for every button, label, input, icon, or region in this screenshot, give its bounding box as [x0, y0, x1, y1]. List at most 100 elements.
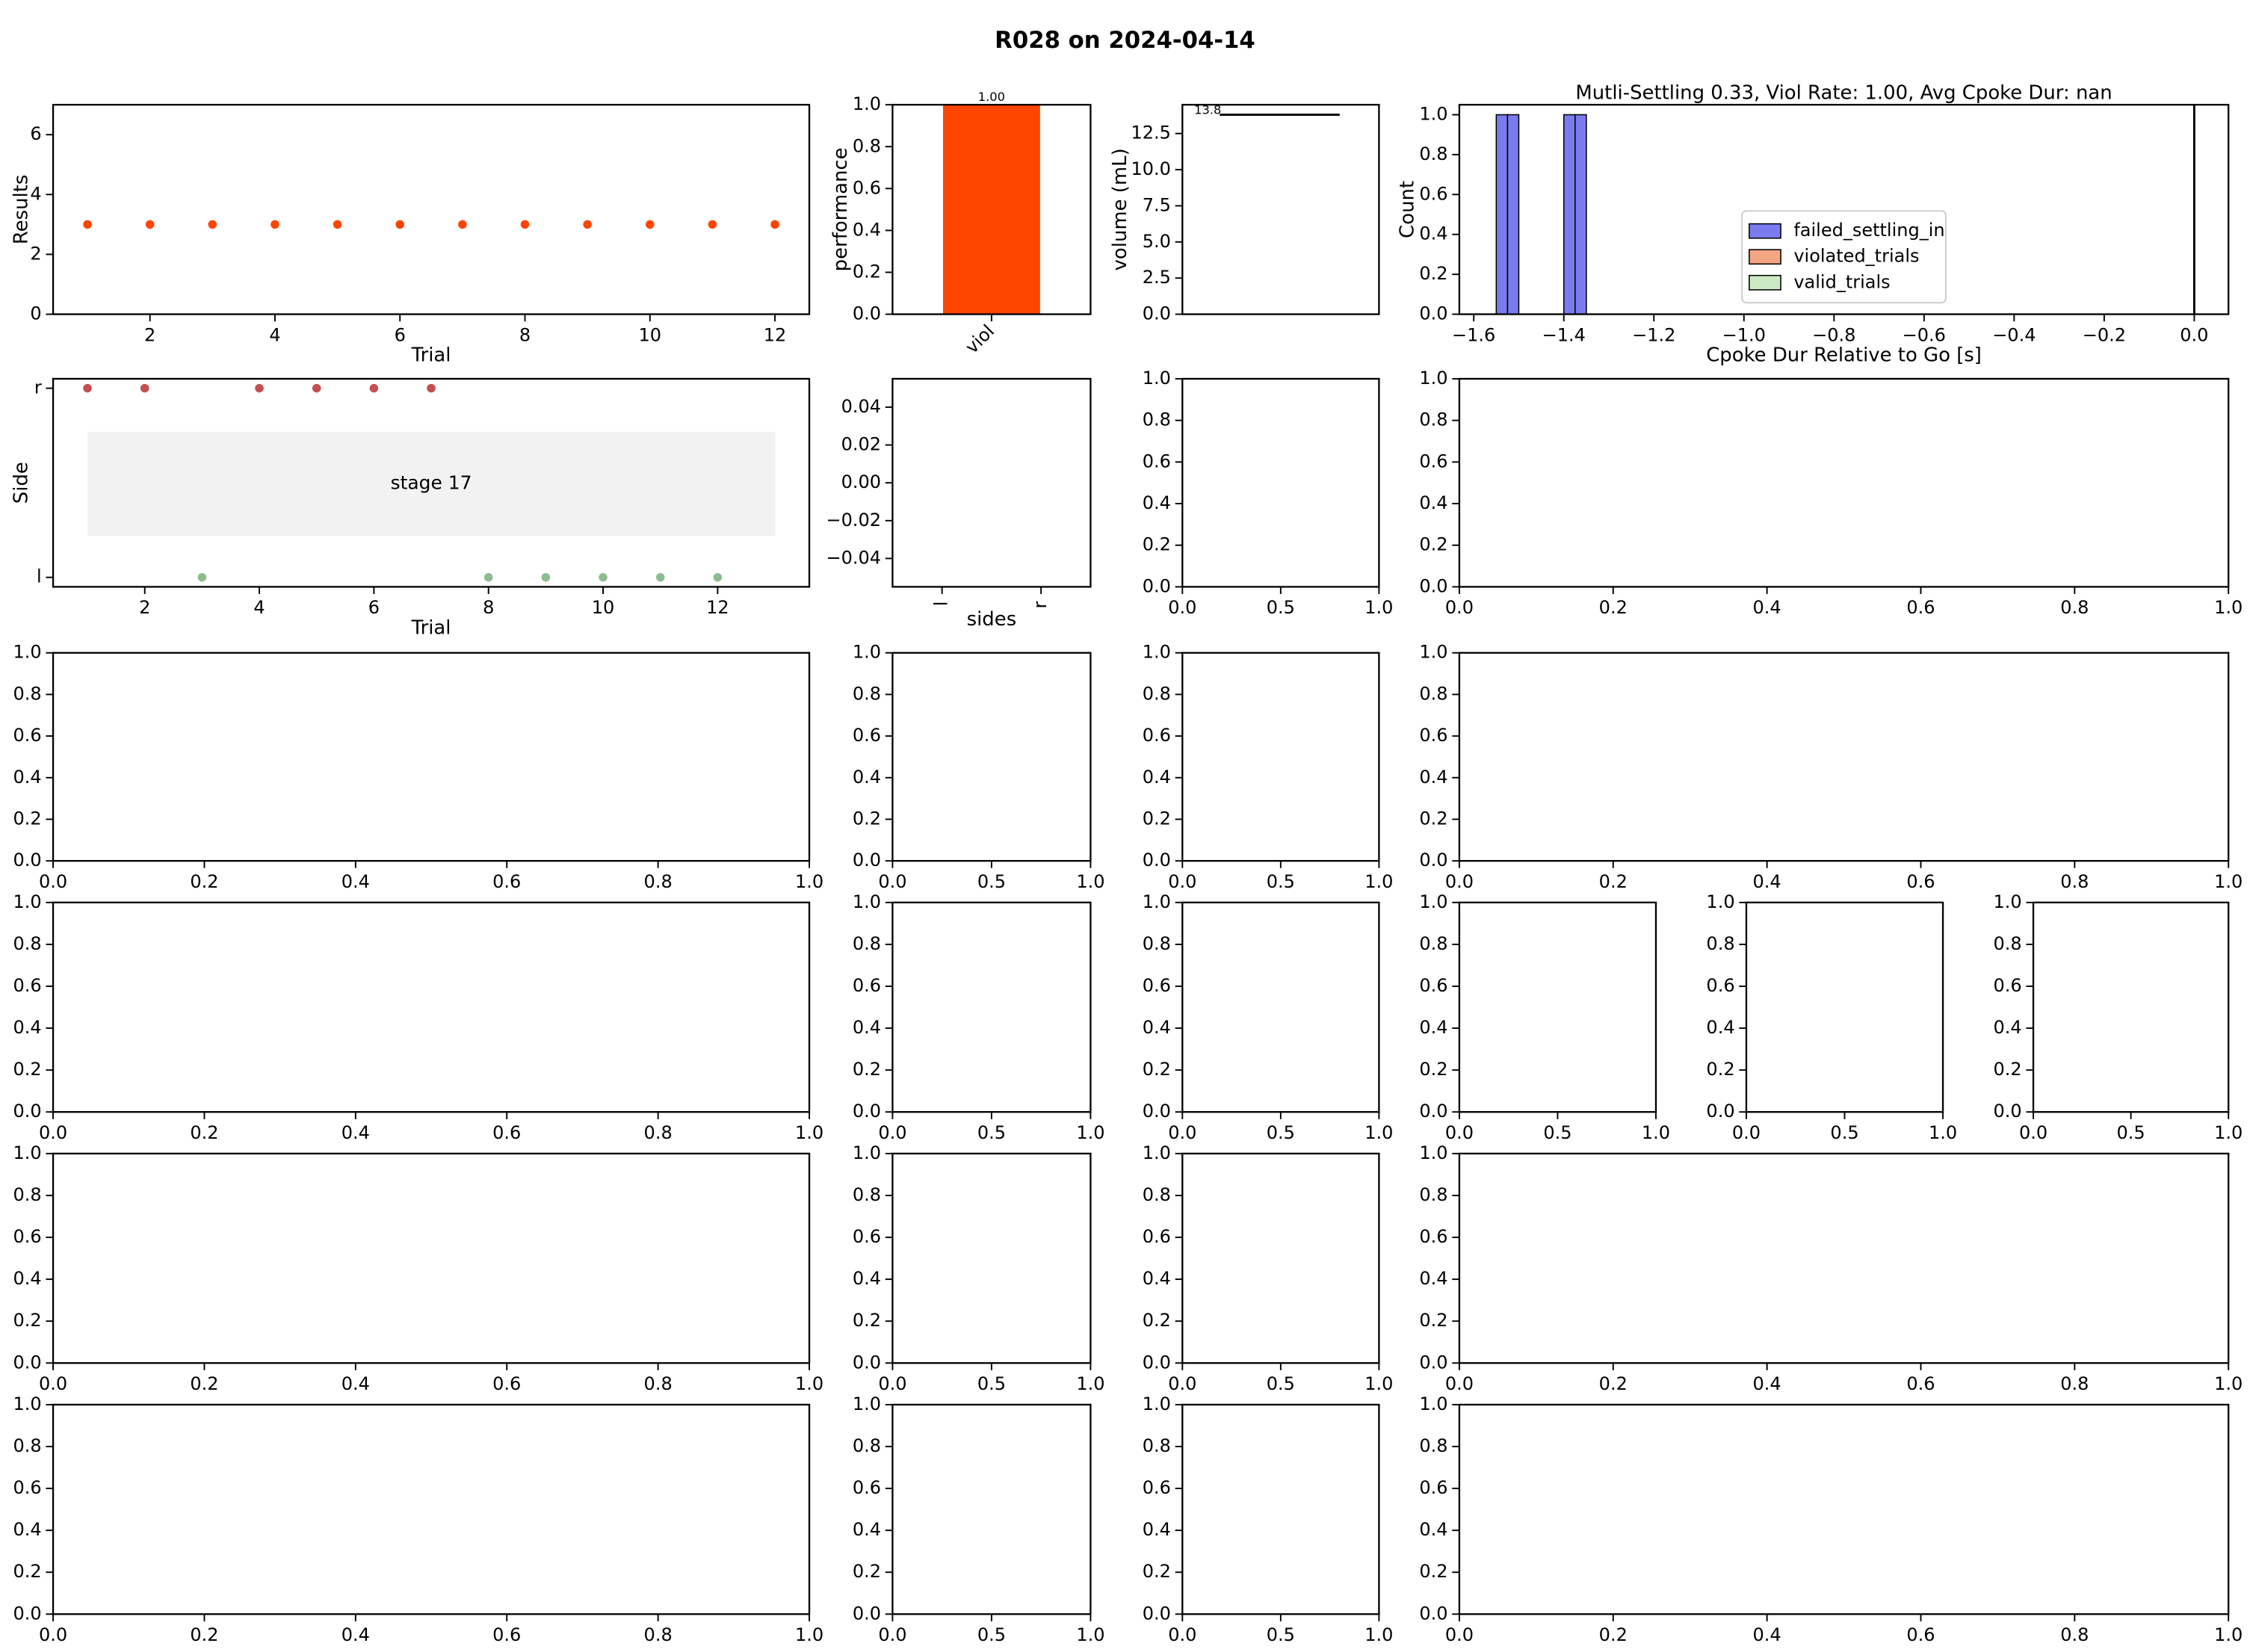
y-tick-label: 0.4 [13, 1017, 42, 1038]
x-tick-label: 0.8 [644, 1373, 673, 1394]
y-tick-label: 1.0 [1419, 1393, 1447, 1414]
y-tick-label: 0.2 [1419, 1561, 1447, 1582]
x-tick-label: 0.6 [492, 1122, 521, 1143]
x-tick-label: 0.0 [1168, 1122, 1196, 1143]
y-tick-label: 0.0 [853, 1603, 881, 1624]
y-tick-label: −0.02 [826, 510, 882, 530]
x-tick-label: 0.6 [1906, 871, 1935, 892]
x-tick-label: 6 [368, 597, 380, 618]
y-tick-label: 0.02 [841, 434, 881, 455]
point [427, 383, 436, 393]
x-tick-label: 0.8 [2060, 597, 2089, 618]
y-tick-label: 0.8 [13, 1435, 42, 1456]
y-tick-label: 0.6 [1993, 975, 2021, 996]
point [583, 220, 592, 229]
x-tick-label: 0.2 [1599, 1373, 1628, 1394]
y-tick-label: 1.0 [853, 1142, 881, 1163]
y-tick-label: 0.0 [1419, 1352, 1447, 1373]
point [770, 220, 779, 229]
y-axis-label: Count [1396, 181, 1418, 238]
y-tick-label: 0.6 [1143, 975, 1171, 996]
bar [942, 105, 1040, 315]
x-tick-label: 1.0 [1364, 1624, 1393, 1645]
y-tick-label: 1.0 [1143, 642, 1171, 663]
x-tick-label: 0.2 [190, 1122, 218, 1143]
axes-frame [1458, 1403, 2230, 1615]
axes-frame [1458, 652, 2230, 862]
y-tick-label: 1.0 [853, 93, 881, 114]
y-tick-label: 0.4 [1419, 767, 1447, 788]
x-tick-label: 4 [253, 597, 265, 618]
axes-frame [1181, 1152, 1380, 1364]
y-tick-label: 0.4 [1419, 492, 1447, 513]
x-tick-label: 0.5 [977, 1373, 1006, 1394]
x-tick-label: 1.0 [795, 871, 823, 892]
point [713, 572, 723, 582]
x-tick-label: 0.0 [878, 1122, 906, 1143]
y-tick-label: 6 [30, 123, 41, 144]
y-tick-label: 0.0 [1143, 303, 1171, 324]
y-tick-label: 0.8 [1419, 683, 1447, 704]
axes-frame [1181, 377, 1380, 588]
axes-frame [52, 1152, 811, 1364]
y-tick-label: 0.0 [1143, 1101, 1171, 1122]
y-tick-label: 0.4 [1419, 223, 1447, 244]
axes-frame [52, 104, 811, 315]
x-tick-label: 0.5 [1267, 871, 1295, 892]
x-tick-label: 0.0 [1168, 1624, 1196, 1645]
legend-swatch [1749, 274, 1781, 291]
axes-frame [1181, 901, 1380, 1113]
x-tick-label: 2 [139, 597, 150, 618]
x-tick-label: 12 [706, 597, 729, 618]
x-tick-label: 0.5 [977, 871, 1006, 892]
point [197, 572, 207, 582]
x-tick-label: −1.4 [1542, 324, 1586, 345]
y-tick-label: 0.8 [1419, 1184, 1447, 1205]
y-tick-label: 0.0 [853, 303, 881, 324]
x-tick-label: 0.6 [492, 1373, 521, 1394]
y-tick-label: 0.6 [13, 1226, 42, 1247]
y-tick-label: 0.2 [853, 808, 881, 829]
legend-box [1741, 210, 1947, 304]
y-tick-label: 0.4 [1143, 1519, 1171, 1540]
point [208, 220, 217, 229]
y-tick-label: 1.0 [1419, 1142, 1447, 1163]
x-tick-label: 0.0 [1732, 1122, 1761, 1143]
x-tick-label: 0.0 [39, 871, 67, 892]
y-tick-label: 0.0 [13, 1101, 42, 1122]
axes-frame [2032, 901, 2230, 1113]
y-tick-label: 0.2 [1143, 534, 1171, 555]
point [395, 220, 404, 229]
x-tick-label: 0.0 [1168, 1373, 1196, 1394]
point [271, 220, 279, 229]
y-tick-label: 0.6 [853, 177, 881, 198]
axes-frame [891, 1403, 1092, 1615]
x-tick-label: 0.5 [1543, 1122, 1571, 1143]
y-tick-label: 0.2 [1419, 263, 1447, 284]
point [520, 220, 530, 229]
x-tick-label: 0.8 [644, 1624, 673, 1645]
y-tick-label: 1.0 [1419, 891, 1447, 912]
y-tick-label: 0.0 [1419, 850, 1447, 870]
x-tick-label: 0.4 [1753, 597, 1781, 618]
y-tick-label: 0.0 [13, 1352, 42, 1373]
x-tick-label: 0.2 [190, 1624, 218, 1645]
x-tick-label: 0.4 [341, 871, 370, 892]
span-label: stage 17 [391, 471, 472, 493]
x-axis-label: sides [967, 608, 1017, 631]
y-axis-label: volume (mL) [1109, 148, 1131, 270]
axes-frame [891, 901, 1092, 1113]
x-tick-label: −0.2 [2083, 324, 2126, 345]
volume-label: 13.8 [1194, 102, 1221, 117]
y-tick-label: 0.0 [853, 1352, 881, 1373]
axes-frame [1458, 104, 2230, 315]
y-tick-label: 0.4 [13, 767, 42, 788]
y-tick-label: 0 [30, 303, 41, 324]
y-tick-label: −0.04 [826, 547, 882, 568]
x-tick-label: 1.0 [795, 1624, 823, 1645]
x-tick-label: 0.0 [39, 1624, 67, 1645]
y-tick-label: 0.6 [1143, 1477, 1171, 1498]
y-tick-label: r [34, 377, 42, 398]
x-tick-label: 10 [638, 324, 661, 345]
y-tick-label: 7.5 [1143, 194, 1171, 215]
